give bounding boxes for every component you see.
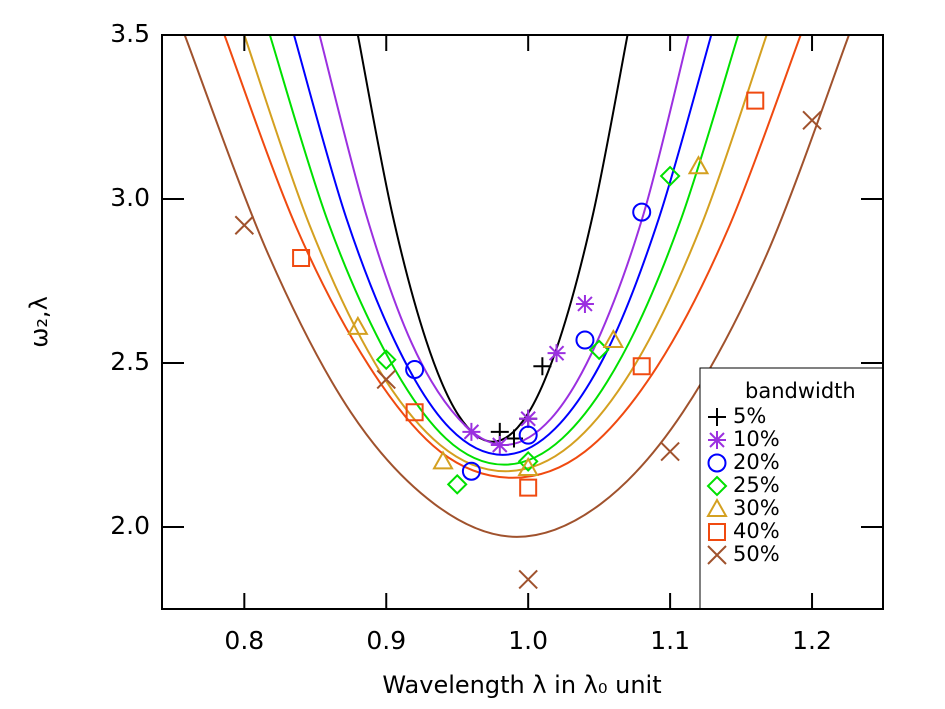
curves	[183, 35, 850, 538]
legend-marker	[708, 523, 726, 541]
legend-marker	[707, 545, 727, 565]
legend-box	[699, 367, 884, 610]
fit-curve	[268, 35, 740, 466]
marker	[519, 409, 538, 428]
markers	[234, 91, 822, 590]
legend-label: 50%	[733, 542, 780, 566]
marker	[292, 249, 311, 268]
legend-label: 25%	[733, 473, 780, 497]
marker	[632, 202, 652, 222]
fit-curve	[183, 35, 850, 538]
legend-marker	[706, 497, 728, 517]
marker	[234, 215, 255, 235]
marker	[490, 436, 509, 454]
marker	[575, 294, 594, 313]
y-tick-label: 2.5	[110, 347, 150, 376]
legend-label: 40%	[733, 519, 780, 543]
x-tick-label: 1.2	[792, 626, 832, 655]
x-axis-label: Wavelength λ in λ₀ unit	[382, 671, 661, 699]
marker	[533, 357, 552, 376]
marker	[517, 456, 539, 476]
legend-marker	[706, 475, 728, 497]
x-tick-label: 1.0	[508, 626, 548, 655]
marker	[462, 422, 481, 441]
y-axis-label: ω₂,λ	[25, 296, 53, 348]
fit-curve	[318, 35, 690, 447]
marker	[518, 425, 538, 445]
legend-marker	[708, 431, 726, 449]
plot-frame	[161, 34, 884, 610]
marker	[375, 349, 397, 371]
x-tick-label: 1.1	[650, 626, 690, 655]
marker	[347, 315, 369, 335]
marker	[746, 91, 765, 110]
marker	[575, 330, 595, 350]
marker	[602, 329, 625, 349]
marker	[446, 473, 468, 495]
marker	[687, 155, 710, 175]
x-tick-label: 0.9	[366, 626, 406, 655]
fit-curve	[293, 35, 713, 456]
y-tick-label: 3.5	[110, 19, 150, 48]
marker	[518, 569, 538, 590]
legend-label: 20%	[733, 450, 780, 474]
fit-curve	[243, 35, 768, 473]
fit-curve	[356, 35, 629, 443]
marker	[660, 441, 680, 462]
marker	[519, 478, 538, 497]
marker	[376, 369, 396, 390]
marker	[802, 110, 822, 130]
legend-label: 5%	[733, 404, 766, 428]
x-tick-label: 0.8	[224, 626, 264, 655]
legend-title: bandwidth	[745, 379, 856, 403]
marker	[405, 360, 425, 380]
legend: 5%10%20%25%30%40%50%	[706, 404, 780, 566]
legend-label: 30%	[733, 496, 780, 520]
legend-marker	[707, 453, 727, 473]
marker	[432, 450, 454, 470]
marker	[659, 165, 681, 187]
marker	[517, 450, 539, 472]
marker	[405, 403, 424, 422]
fit-curve	[223, 35, 802, 479]
legend-label: 10%	[733, 427, 780, 451]
y-tick-label: 2.0	[110, 511, 150, 540]
marker	[632, 357, 651, 376]
marker	[461, 461, 481, 481]
y-tick-label: 3.0	[110, 183, 150, 212]
marker	[547, 344, 566, 363]
legend-marker	[708, 408, 726, 426]
